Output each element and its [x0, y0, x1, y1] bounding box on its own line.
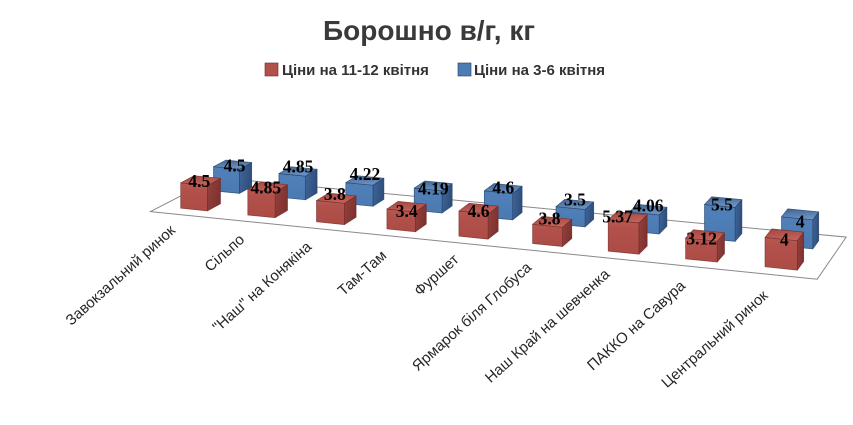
- svg-text:4.85: 4.85: [283, 157, 314, 177]
- svg-text:Ціни на 11-12 квітня: Ціни на 11-12 квітня: [282, 62, 429, 79]
- svg-text:4.6: 4.6: [492, 178, 514, 198]
- svg-text:3.4: 3.4: [396, 201, 418, 221]
- svg-text:4: 4: [796, 212, 805, 232]
- svg-text:4.85: 4.85: [250, 178, 281, 198]
- svg-text:4.06: 4.06: [633, 196, 664, 216]
- svg-text:Ціни на 3-6 квітня: Ціни на 3-6 квітня: [474, 62, 605, 79]
- svg-text:Борошно в/г, кг: Борошно в/г, кг: [323, 15, 535, 46]
- svg-text:5.5: 5.5: [711, 194, 733, 214]
- svg-text:3.5: 3.5: [564, 189, 586, 209]
- svg-text:4.19: 4.19: [418, 179, 449, 199]
- svg-text:4.5: 4.5: [224, 155, 246, 175]
- svg-text:4.22: 4.22: [350, 164, 381, 184]
- svg-text:4.6: 4.6: [468, 201, 490, 221]
- svg-text:4: 4: [780, 230, 789, 250]
- svg-text:5.37: 5.37: [602, 207, 633, 227]
- svg-text:3.8: 3.8: [324, 184, 346, 204]
- svg-text:3.12: 3.12: [686, 229, 717, 249]
- svg-text:3.8: 3.8: [539, 209, 561, 229]
- svg-text:4.5: 4.5: [188, 171, 210, 191]
